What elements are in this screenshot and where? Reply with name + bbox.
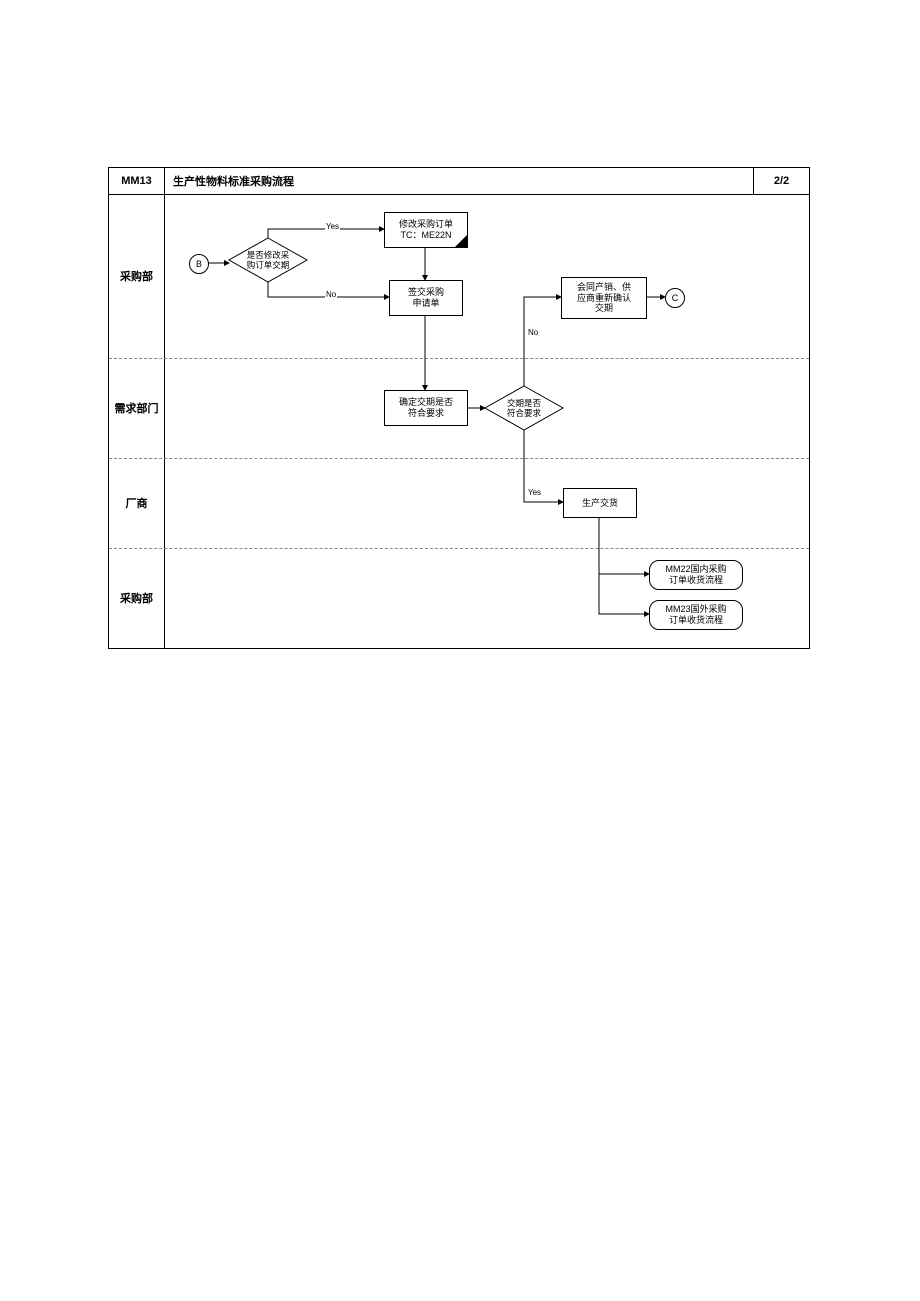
header-title: 生产性物料标准采购流程 bbox=[165, 168, 753, 194]
lane-separator bbox=[109, 458, 809, 459]
edge-label-yes: Yes bbox=[527, 488, 542, 497]
page: MM13 生产性物料标准采购流程 2/2 采购部 需求部门 厂商 采购部 bbox=[0, 0, 920, 1301]
edge-label-yes: Yes bbox=[325, 222, 340, 231]
edge-label-no: No bbox=[527, 328, 539, 337]
process-reconfirm-delivery: 会同产销、供应商重新确认交期 bbox=[561, 277, 647, 319]
lane-label-vendor: 厂商 bbox=[109, 458, 165, 548]
flowchart-container: MM13 生产性物料标准采购流程 2/2 采购部 需求部门 厂商 采购部 bbox=[108, 167, 810, 649]
process-modify-po: 修改采购订单TC：ME22N bbox=[384, 212, 468, 248]
header-row: MM13 生产性物料标准采购流程 2/2 bbox=[109, 168, 809, 195]
header-code: MM13 bbox=[109, 168, 165, 194]
lane-label-purchasing-2: 采购部 bbox=[109, 548, 165, 648]
lane-separator bbox=[109, 548, 809, 549]
decision-delivery-ok: 交期是否符合要求 bbox=[485, 386, 563, 430]
decision-delivery-ok-label: 交期是否符合要求 bbox=[485, 386, 563, 430]
connector-b: B bbox=[189, 254, 209, 274]
lane-label-demand: 需求部门 bbox=[109, 358, 165, 458]
subprocess-mm22: MM22国内采购订单收货流程 bbox=[649, 560, 743, 590]
process-submit-pr: 签交采购申请单 bbox=[389, 280, 463, 316]
edge-label-no: No bbox=[325, 290, 337, 299]
lane-separator bbox=[109, 358, 809, 359]
connector-c: C bbox=[665, 288, 685, 308]
subprocess-mm23: MM23国外采购订单收货流程 bbox=[649, 600, 743, 630]
process-produce-ship: 生产交货 bbox=[563, 488, 637, 518]
lane-label-purchasing-1: 采购部 bbox=[109, 194, 165, 358]
decision-modify-delivery: 是否修改采购订单交期 bbox=[229, 238, 307, 282]
process-check-delivery: 确定交期是否符合要求 bbox=[384, 390, 468, 426]
decision-modify-delivery-label: 是否修改采购订单交期 bbox=[229, 238, 307, 282]
header-page: 2/2 bbox=[753, 168, 809, 194]
